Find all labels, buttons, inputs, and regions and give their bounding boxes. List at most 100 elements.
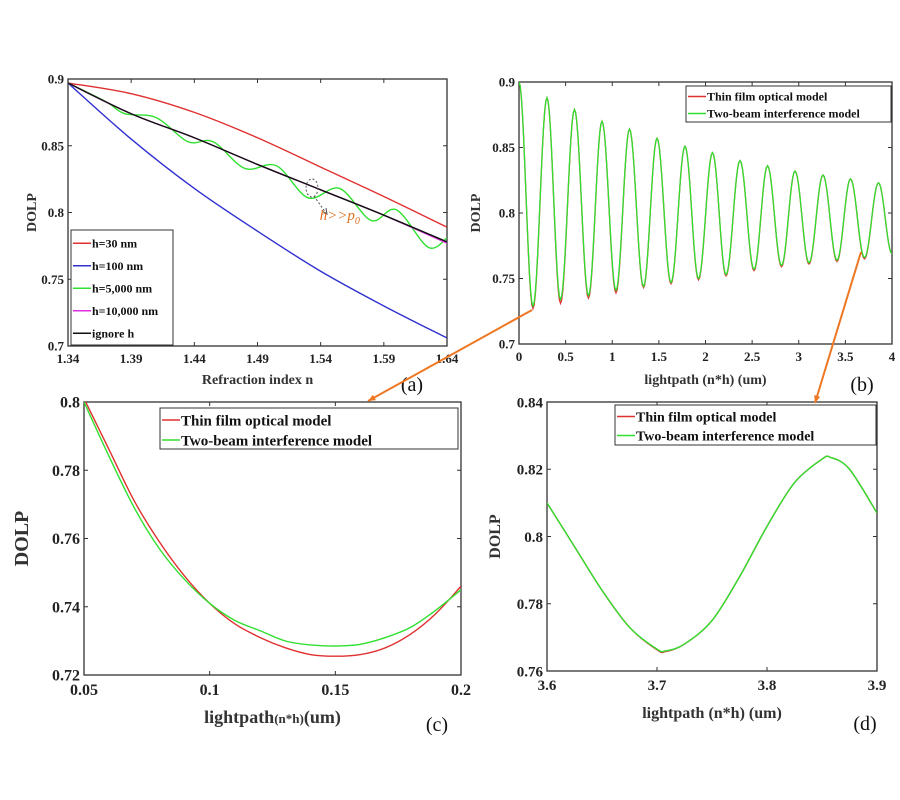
zoom-arrow-to-c — [367, 309, 533, 402]
legend-box — [614, 404, 877, 446]
series-line-blue — [68, 82, 447, 339]
legend-entry: h=30 nm — [92, 236, 137, 250]
panel-label: (b) — [850, 374, 873, 396]
x-tick-label: 3 — [796, 349, 803, 364]
y-tick-label: 0.75 — [41, 272, 64, 287]
x-tick-label: 4 — [889, 349, 896, 364]
x-tick-label: 3.9 — [868, 678, 887, 694]
y-tick-label: 0.7 — [499, 337, 516, 352]
legend-entry: h=5,000 nm — [92, 281, 152, 295]
x-tick-label: 2.5 — [744, 349, 761, 364]
x-tick-label: 1.54 — [309, 351, 332, 366]
x-tick-label: 0.1 — [200, 682, 220, 699]
y-tick-label: 0.82 — [517, 463, 543, 479]
x-tick-label: 0.15 — [321, 682, 349, 699]
x-tick-label: 1.5 — [651, 349, 668, 364]
y-tick-label: 0.78 — [52, 463, 80, 480]
series-line-red — [68, 82, 447, 228]
x-tick-label: 3.6 — [538, 678, 557, 694]
y-tick-label: 0.84 — [517, 395, 544, 411]
legend-box — [159, 407, 459, 450]
x-tick-label: 2 — [702, 349, 709, 364]
x-tick-label: 3.8 — [758, 678, 777, 694]
y-tick-label: 0.72 — [52, 668, 80, 685]
x-axis-label-main: lightpath — [204, 707, 274, 727]
annotation: h>>p0 — [320, 208, 360, 227]
y-axis-label: DOLP — [11, 511, 33, 567]
series-line-black — [68, 82, 447, 243]
zoom-arrow-to-d — [814, 251, 862, 404]
legend-entry: Two-beam interference model — [636, 429, 814, 444]
legend: Thin film optical model Two-beam interfer… — [614, 404, 877, 446]
y-tick-label: 0.85 — [41, 138, 64, 153]
zoom-arrows — [367, 251, 862, 404]
y-tick-label: 0.76 — [517, 664, 544, 680]
series-line-red — [84, 402, 461, 657]
chart-panel-c: 0.05 0.1 0.15 0.2 0.72 0.74 0.76 0.78 0.8 lightpa… — [11, 395, 471, 736]
panel-label: (d) — [853, 713, 876, 735]
x-tick-label: 1 — [609, 349, 616, 364]
legend-box — [685, 85, 892, 123]
x-tick-label: 1.34 — [57, 351, 80, 366]
series-line-green — [84, 402, 461, 647]
x-tick-label: 3.7 — [648, 678, 667, 694]
y-axis-label: DOLP — [487, 514, 504, 559]
x-axis-label-unit: (um) — [304, 707, 341, 728]
x-tick-label: 1.44 — [183, 351, 206, 366]
x-tick-label: 0.5 — [558, 349, 575, 364]
zoom-arrow-to-d-head-icon — [814, 395, 821, 403]
x-tick-label: 1.49 — [246, 351, 269, 366]
legend-entry: Two-beam interference model — [181, 433, 372, 449]
x-tick-label: 1.39 — [120, 351, 143, 366]
legend: Thin film optical model Two-beam interfer… — [685, 85, 892, 123]
legend-entry: h=10,000 nm — [92, 304, 158, 318]
x-axis-label: lightpath(n*h)(um) — [204, 707, 341, 728]
x-tick-label: 0 — [516, 349, 523, 364]
legend: Thin film optical model Two-beam interfer… — [159, 407, 459, 450]
series-line-green — [68, 82, 447, 249]
legend: h=30 nm h=100 nm h=5,000 nm h=10,000 nm igno… — [70, 229, 174, 346]
panel-label: (c) — [426, 714, 448, 736]
x-tick-label: 1.59 — [372, 351, 395, 366]
legend-entry: Thin film optical model — [181, 413, 331, 429]
legend-entry: h=100 nm — [92, 259, 143, 273]
y-axis-label: DOLP — [469, 193, 484, 232]
y-tick-label: 0.85 — [492, 140, 515, 155]
y-tick-label: 0.76 — [52, 531, 80, 548]
series-line-green — [519, 82, 892, 309]
x-tick-label: 3.5 — [837, 349, 854, 364]
y-tick-label: 0.7 — [48, 339, 65, 354]
y-tick-label: 0.9 — [499, 75, 516, 90]
legend-entry: Thin film optical model — [636, 410, 777, 425]
legend-entry: ignore h — [92, 326, 134, 340]
legend-entry: Two-beam interference model — [707, 107, 861, 121]
annotation-sub: 0 — [355, 216, 360, 227]
y-tick-label: 0.9 — [48, 72, 65, 87]
y-tick-label: 0.78 — [517, 597, 543, 613]
legend-entry: Thin film optical model — [707, 90, 828, 104]
y-tick-label: 0.74 — [52, 599, 80, 616]
zoom-arrow-to-c-head-icon — [368, 394, 376, 401]
y-tick-label: 0.8 — [524, 530, 543, 546]
plot-area — [546, 401, 878, 672]
x-axis-label: lightpath (n*h) (um) — [644, 373, 766, 388]
x-axis-label: Refraction index n — [202, 373, 313, 388]
y-tick-label: 0.8 — [48, 205, 65, 220]
x-axis-label: lightpath (n*h) (um) — [642, 705, 782, 722]
chart-panel-b: 0 0.5 1 1.5 2 2.5 3 3.5 4 0.7 0.75 0.8 0.85 0.9 lightp… — [469, 75, 896, 396]
arrowhead-icon — [321, 207, 328, 215]
y-tick-label: 0.75 — [492, 271, 515, 286]
dashed-arrow — [313, 195, 327, 214]
y-tick-label: 0.8 — [60, 395, 80, 412]
highlight-ellipse — [305, 178, 319, 198]
x-tick-label: 0.2 — [451, 682, 471, 699]
x-axis-label-small: (n*h) — [274, 711, 304, 726]
annotation-main: h>>p — [320, 208, 356, 224]
series-line-green — [547, 455, 877, 653]
y-axis-label: DOLP — [25, 193, 40, 232]
x-tick-label: 0.05 — [70, 682, 98, 699]
chart-panel-a: 1.34 1.39 1.44 1.49 1.54 1.59 1.640.70.750.80.… — [25, 72, 459, 396]
y-tick-label: 0.8 — [499, 206, 516, 221]
chart-panel-d: 3.6 3.7 3.8 3.9 0.76 0.78 0.8 0.82 0.84 lightpath… — [487, 395, 886, 735]
